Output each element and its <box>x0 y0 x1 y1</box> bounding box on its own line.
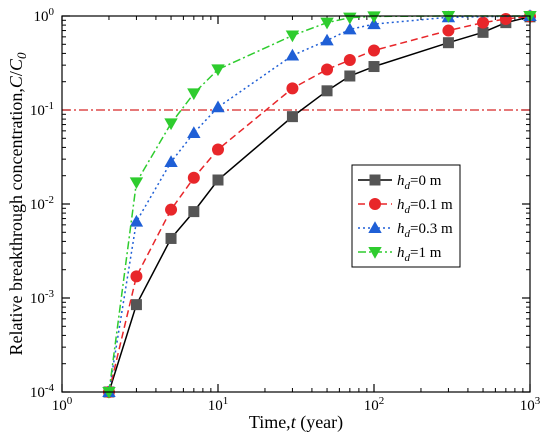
data-point-square <box>369 174 381 186</box>
data-point-circle <box>343 54 356 67</box>
legend: hd=0 m hd=0.1 m hd=0.3 m hd=1 m <box>351 164 461 268</box>
x-tick-label: 100 <box>52 395 73 414</box>
data-point-square <box>212 174 224 186</box>
data-point-triangle-down <box>367 11 381 24</box>
y-axis-title: Relative breakthrough concentration,C/C0 <box>6 52 29 355</box>
series-2 <box>102 9 537 398</box>
data-point-circle <box>368 44 380 57</box>
legend-item: hd=1 m <box>358 245 442 264</box>
y-tick-label: 100 <box>34 6 55 25</box>
data-point-triangle-up <box>187 126 201 138</box>
data-point-triangle-down <box>187 88 201 101</box>
data-point-triangle-down <box>129 177 144 190</box>
legend-label: hd=1 m <box>397 245 442 264</box>
legend-item: hd=0.3 m <box>358 221 453 240</box>
data-point-triangle-down <box>102 386 116 399</box>
data-point-circle <box>130 270 143 283</box>
data-point-square <box>344 70 356 82</box>
data-point-circle <box>499 12 512 25</box>
legend-item: hd=0.1 m <box>358 197 453 216</box>
data-point-square <box>442 37 454 49</box>
data-point-triangle-up <box>368 221 382 234</box>
data-point-triangle-up <box>343 22 357 35</box>
data-point-square <box>368 61 380 73</box>
data-point-circle <box>187 171 200 184</box>
data-point-triangle-up <box>164 155 178 167</box>
data-point-circle <box>286 82 299 95</box>
legend-label: hd=0.1 m <box>397 197 453 216</box>
series-1 <box>102 10 536 398</box>
data-point-square <box>130 299 142 311</box>
data-point-circle <box>165 203 178 216</box>
data-point-triangle-up <box>129 214 144 227</box>
axis-labels: 100 101 102 103 10-4 10-3 10-2 10-1 100 Time,t (y… <box>6 6 541 433</box>
data-point-triangle-up <box>211 100 225 113</box>
x-axis-title: Time,t (year) <box>249 412 343 433</box>
data-point-triangle-up <box>320 33 334 46</box>
x-tick-label: 103 <box>520 395 541 414</box>
data-point-triangle-up <box>285 48 300 61</box>
data-point-triangle-down <box>285 30 300 43</box>
series-group <box>102 9 537 399</box>
data-point-triangle-down <box>343 12 357 25</box>
data-point-circle <box>369 198 381 210</box>
data-point-triangle-down <box>441 10 456 23</box>
series-3 <box>102 10 537 399</box>
y-tick-label: 10-4 <box>30 382 55 401</box>
x-tick-label: 102 <box>364 395 385 414</box>
data-point-triangle-up <box>367 17 381 30</box>
legend-label: hd=0 m <box>397 173 442 192</box>
data-point-circle <box>442 24 455 37</box>
data-point-square <box>477 26 489 38</box>
data-point-square <box>321 85 333 97</box>
data-point-circle <box>212 143 224 156</box>
data-point-square <box>188 206 200 218</box>
data-point-circle <box>321 63 334 76</box>
data-point-triangle-down <box>368 246 382 259</box>
plot-frame <box>61 15 531 393</box>
y-tick-label: 10-3 <box>30 288 55 307</box>
data-point-circle <box>477 16 490 29</box>
legend-label: hd=0.3 m <box>397 221 453 240</box>
y-tick-label: 10-1 <box>30 100 54 119</box>
data-point-triangle-down <box>211 64 225 77</box>
data-point-square <box>165 232 177 244</box>
data-point-square <box>286 111 298 123</box>
x-tick-label: 101 <box>208 395 229 414</box>
y-tick-label: 10-2 <box>30 194 54 213</box>
data-point-triangle-down <box>320 17 334 30</box>
legend-item: hd=0 m <box>358 173 442 192</box>
data-point-triangle-down <box>164 118 178 131</box>
